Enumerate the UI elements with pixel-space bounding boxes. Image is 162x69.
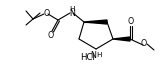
- Text: O: O: [44, 8, 50, 18]
- Text: O: O: [128, 16, 134, 26]
- Polygon shape: [84, 20, 107, 24]
- Text: N: N: [69, 8, 75, 18]
- Text: HCl: HCl: [81, 53, 95, 63]
- Polygon shape: [113, 37, 130, 41]
- Text: O: O: [141, 39, 147, 49]
- Text: O: O: [48, 32, 54, 41]
- Text: H: H: [96, 52, 102, 58]
- Text: H: H: [69, 6, 75, 12]
- Text: N: N: [90, 51, 96, 59]
